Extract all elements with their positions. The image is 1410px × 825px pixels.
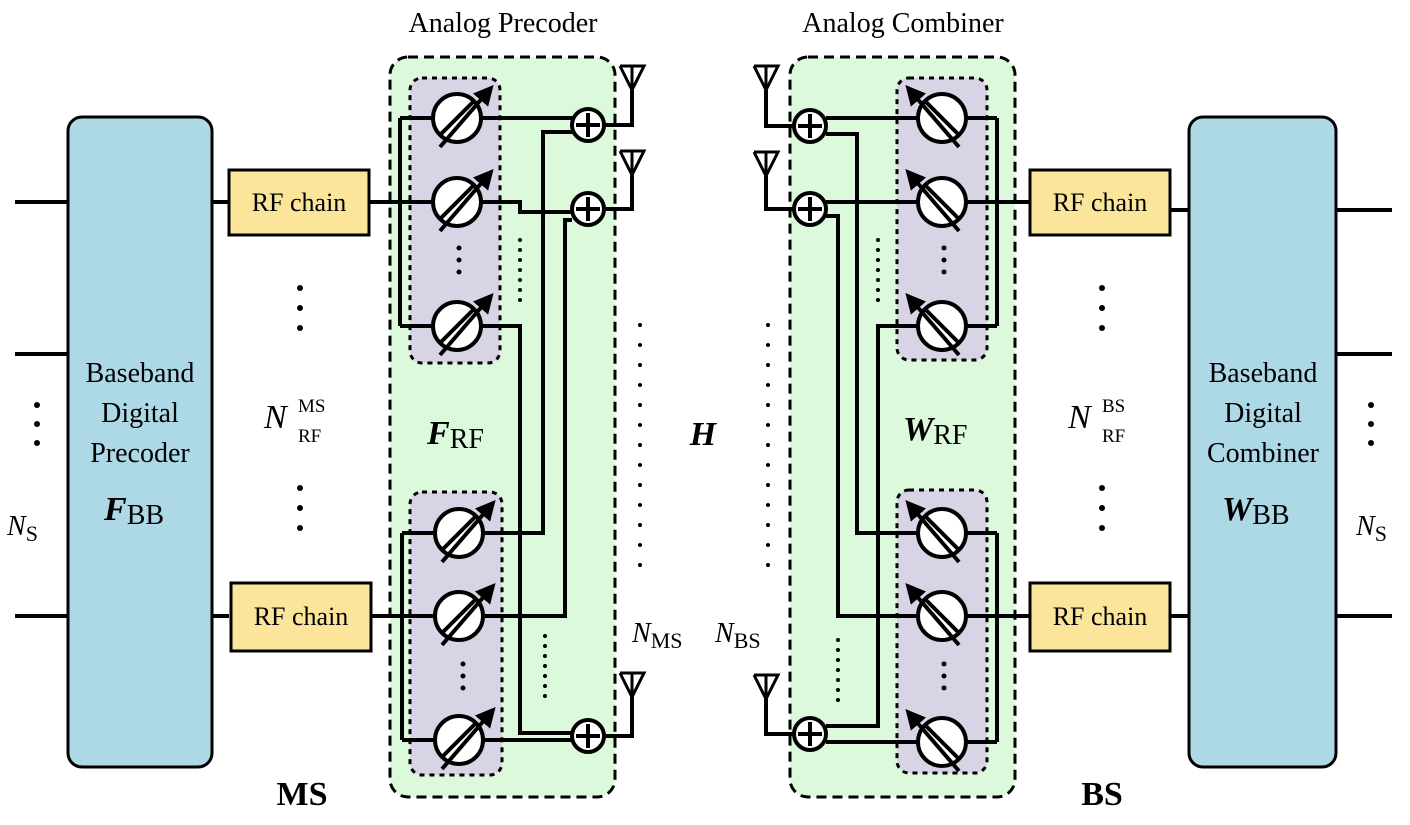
phase-shifter-icon bbox=[905, 499, 968, 564]
precoder-wiring bbox=[369, 90, 634, 742]
ms-input-lines bbox=[15, 200, 68, 618]
phase-shifter-icon bbox=[431, 292, 494, 357]
bs-antennas bbox=[752, 64, 781, 703]
precoder-dots bbox=[456, 238, 547, 698]
n-ms-label: NMS bbox=[631, 618, 682, 653]
wrf-label: WRF bbox=[903, 411, 967, 451]
channel-h-label: H bbox=[689, 416, 718, 453]
ms-bb-to-rf-lines bbox=[212, 200, 229, 618]
antenna-icon bbox=[618, 64, 647, 94]
ms-input-dots bbox=[34, 402, 40, 446]
adder-icon bbox=[570, 718, 606, 754]
bs-rf-chain-top-label: RF chain bbox=[1053, 188, 1148, 217]
bs-rf-dots bbox=[1099, 285, 1105, 531]
bs-antenna-dots bbox=[766, 323, 770, 567]
combiner-block-label-1: Baseband bbox=[1209, 358, 1318, 389]
phase-shifter-icon bbox=[431, 84, 494, 149]
adder-icon bbox=[570, 107, 606, 143]
adder-icon bbox=[792, 108, 828, 144]
fbb-label: FBB bbox=[103, 491, 164, 531]
ms-rf-chain-bottom-label: RF chain bbox=[254, 602, 349, 631]
bs-output-lines bbox=[1336, 208, 1392, 618]
precoder-block-label-3: Precoder bbox=[90, 438, 190, 469]
ms-ns-label: NS bbox=[6, 511, 38, 546]
analog-combiner-title: Analog Combiner bbox=[802, 8, 1004, 39]
antenna-icon bbox=[752, 64, 781, 94]
ms-rf-chain-top-label: RF chain bbox=[252, 188, 347, 217]
combiner-wiring bbox=[764, 90, 1030, 744]
ms-nrf-label: N MS RF bbox=[263, 396, 325, 447]
ms-title: MS bbox=[277, 776, 328, 813]
phase-shifter-icon bbox=[905, 708, 968, 773]
antenna-icon bbox=[752, 150, 781, 180]
bs-rf-chain-top bbox=[1028, 168, 1172, 237]
antenna-icon bbox=[752, 673, 781, 703]
bs-title: BS bbox=[1081, 776, 1123, 813]
antenna-icon bbox=[618, 149, 647, 179]
baseband-digital-combiner-block bbox=[1187, 115, 1338, 769]
adder-icon bbox=[792, 191, 828, 227]
adder-icon bbox=[570, 191, 606, 227]
precoder-block-label-2: Digital bbox=[101, 398, 179, 429]
combiner-dots bbox=[836, 238, 947, 702]
bs-ns-label: NS bbox=[1355, 511, 1387, 546]
combiner-summers bbox=[792, 108, 828, 752]
phase-shifter-icon bbox=[431, 168, 494, 233]
bs-output-dots bbox=[1368, 402, 1374, 446]
phase-shifter-icon bbox=[433, 582, 496, 647]
n-bs-label: NBS bbox=[714, 618, 761, 653]
ms-antennas bbox=[618, 64, 647, 701]
adder-icon bbox=[792, 716, 828, 752]
precoder-summers bbox=[570, 107, 606, 754]
precoder-block-label-1: Baseband bbox=[86, 358, 195, 389]
combiner-block-label-3: Combiner bbox=[1207, 438, 1320, 469]
phase-shifter-icon bbox=[433, 706, 496, 771]
bs-rf-to-bb-lines bbox=[1170, 208, 1189, 618]
ms-rf-dots bbox=[297, 285, 303, 531]
combiner-block-label-2: Digital bbox=[1224, 398, 1302, 429]
phase-shifter-icon bbox=[905, 292, 968, 357]
analog-precoder-title: Analog Precoder bbox=[409, 8, 599, 39]
bs-nrf-label: N BS RF bbox=[1067, 396, 1125, 447]
wbb-label: WBB bbox=[1222, 491, 1290, 531]
frf-label: FRF bbox=[426, 415, 484, 455]
phase-shifter-icon bbox=[905, 582, 968, 647]
bs-rf-chain-bottom-label: RF chain bbox=[1053, 602, 1148, 631]
ms-antenna-dots bbox=[638, 323, 642, 567]
precoder-phase-shifters bbox=[431, 84, 496, 771]
phase-shifter-icon bbox=[905, 84, 968, 149]
baseband-digital-precoder-block bbox=[66, 115, 214, 769]
phase-shifter-icon bbox=[905, 168, 968, 233]
combiner-phase-shifters bbox=[905, 84, 968, 773]
antenna-icon bbox=[618, 671, 647, 701]
phase-shifter-icon bbox=[433, 499, 496, 564]
